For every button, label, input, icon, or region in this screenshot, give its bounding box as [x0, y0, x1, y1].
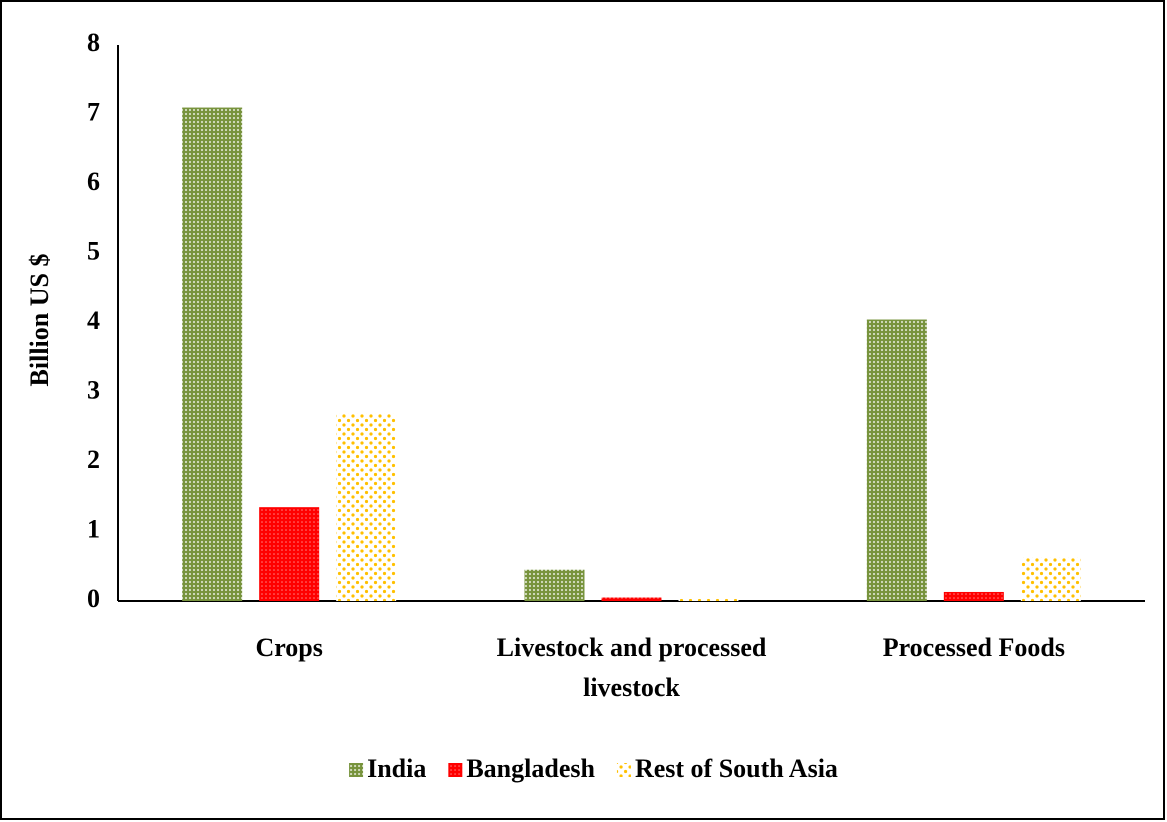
- bar: [943, 591, 1004, 601]
- legend-label: India: [367, 754, 426, 783]
- legend-swatch: [616, 763, 631, 777]
- y-tick-label: 7: [87, 97, 100, 126]
- y-tick-label: 3: [87, 375, 100, 404]
- legend-swatch: [349, 763, 364, 777]
- y-tick-label: 2: [87, 445, 100, 474]
- bar: [524, 569, 585, 601]
- legend-label: Rest of South Asia: [635, 754, 838, 783]
- bar: [336, 413, 397, 601]
- y-tick-label: 6: [87, 167, 100, 196]
- bar: [866, 319, 927, 601]
- legend-label: Bangladesh: [466, 754, 595, 783]
- x-tick-label: Crops: [255, 633, 323, 662]
- y-tick-label: 8: [87, 28, 100, 57]
- x-tick-label: Processed Foods: [882, 633, 1065, 662]
- bar: [678, 598, 739, 601]
- x-tick-label: Livestock and processed livestock: [496, 633, 767, 702]
- bar: [182, 107, 243, 602]
- legend-swatch: [448, 763, 463, 777]
- y-tick-label: 1: [87, 514, 100, 543]
- y-tick-label: 4: [87, 306, 100, 335]
- y-tick-label: 0: [87, 584, 100, 613]
- bar: [601, 597, 662, 601]
- bar: [1020, 557, 1081, 601]
- bar: [259, 507, 320, 601]
- legend: India Bangladesh Rest of South Asia: [349, 754, 838, 783]
- y-tick-label: 5: [87, 236, 100, 265]
- y-axis-title: Billion US $: [25, 254, 54, 387]
